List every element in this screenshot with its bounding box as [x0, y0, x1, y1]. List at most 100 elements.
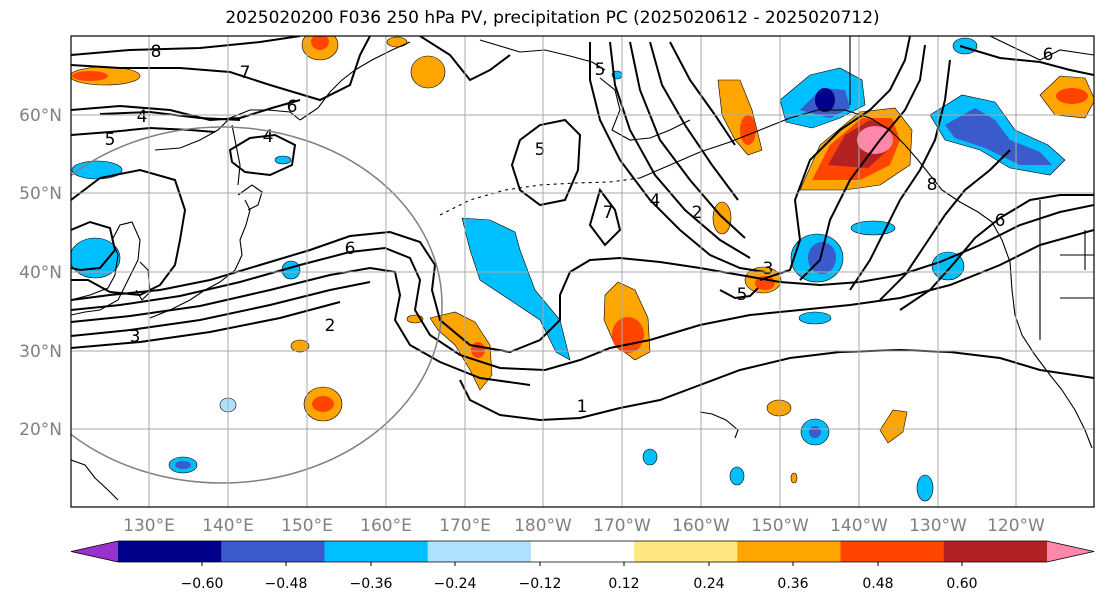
latitude-labels: 20°N 30°N 40°N 50°N 60°N	[19, 106, 62, 440]
coast-sakhalin	[231, 124, 241, 186]
pv-contour	[589, 42, 766, 273]
shade-positive	[471, 342, 485, 358]
contour-label: 5	[737, 285, 748, 305]
colorbar-tick-label: 0.24	[693, 576, 724, 592]
coast-japan	[149, 199, 251, 319]
coast-east-asia-south	[71, 459, 119, 501]
contour-label: 4	[263, 127, 274, 147]
colorbar-outline	[70, 540, 1095, 563]
coast-chukotka	[479, 39, 606, 71]
pv-contour	[419, 36, 511, 82]
lon-label: 170°W	[593, 516, 651, 536]
lon-label: 160°W	[672, 516, 730, 536]
shade-positive	[790, 472, 798, 484]
colorbar-tick-label: −0.36	[350, 576, 393, 592]
colorbar-segment	[737, 541, 842, 562]
colorbar-segment	[427, 541, 532, 562]
colorbar-segment	[530, 541, 635, 562]
contour-label: 6	[995, 211, 1006, 231]
coast-japan-hokkaido	[237, 184, 263, 211]
pv-contour	[71, 36, 301, 56]
lat-label: 50°N	[19, 184, 62, 204]
contour-label: 2	[692, 203, 703, 223]
shade-negative	[798, 311, 832, 325]
lat-label: 20°N	[19, 420, 62, 440]
contour-label: 2	[325, 316, 336, 336]
shade-negative	[175, 461, 191, 469]
colorbar-tick-label: 0.48	[862, 576, 893, 592]
pv-contour	[71, 126, 216, 136]
pv-contours	[71, 36, 1094, 422]
coast-alaska-peninsula	[639, 129, 761, 179]
lon-label: 170°E	[439, 516, 491, 536]
pv-contour	[71, 301, 341, 349]
shade-positive	[1056, 88, 1088, 104]
coast-hawaii	[699, 411, 739, 439]
map-title: 2025020200 F036 250 hPa PV, precipitatio…	[225, 8, 880, 28]
shade-positive	[857, 126, 893, 154]
coast-canada-border	[849, 36, 1094, 105]
longitude-labels: 130°E 140°E 150°E 160°E 170°E 180°W 170°…	[123, 516, 1045, 536]
lon-label: 130°W	[909, 516, 967, 536]
colorbar-tick-label: 0.60	[946, 576, 977, 592]
pv-contour	[510, 118, 582, 207]
shade-positive	[410, 55, 446, 89]
shade-negative	[916, 474, 934, 502]
colorbar-tick-label: 0.12	[608, 576, 639, 592]
shade-positive	[72, 71, 108, 81]
pv-contour	[71, 168, 187, 297]
shade-positive	[386, 36, 408, 48]
pv-contour	[71, 36, 371, 102]
lon-label: 150°E	[281, 516, 333, 536]
coast-kamchatka	[299, 41, 411, 121]
shade-positive	[766, 399, 792, 417]
pv-contour	[228, 133, 297, 177]
lon-label: 130°E	[123, 516, 175, 536]
shade-negative	[815, 88, 835, 112]
lon-label: 160°E	[360, 516, 412, 536]
contour-labels: 8 7 6 5 4 4 6 2 3 1 5 4 2 7 3 5 5 6 8 6	[105, 42, 1054, 417]
contour-label: 3	[763, 259, 774, 279]
lat-label: 30°N	[19, 342, 62, 362]
colorbar-segment	[840, 541, 945, 562]
shade-negative	[729, 466, 745, 486]
region-circle	[71, 126, 443, 484]
contour-label: 5	[535, 140, 546, 160]
pv-contour	[649, 41, 739, 201]
colorbar-tick-label: −0.60	[181, 576, 224, 592]
pv-contour	[71, 229, 1094, 372]
colorbar-tick-label: −0.48	[265, 576, 308, 592]
coast-alaska-west	[599, 77, 691, 141]
colorbar-segment	[634, 541, 738, 562]
contour-label: 1	[577, 397, 588, 417]
shade-positive	[290, 339, 310, 353]
contour-label: 5	[105, 130, 116, 150]
lon-label: 140°W	[830, 516, 888, 536]
shade-positive	[740, 115, 756, 145]
colorbar-tick-label: −0.24	[434, 576, 477, 592]
shade-negative	[945, 108, 1052, 165]
contour-label: 5	[595, 60, 606, 80]
shade-positive	[311, 36, 329, 50]
lon-label: 180°W	[514, 516, 572, 536]
colorbar-tick-label: 0.36	[777, 576, 808, 592]
colorbar-segment	[324, 541, 429, 562]
coast-baja	[1061, 389, 1093, 449]
pv-contour	[669, 41, 736, 146]
gridlines	[71, 36, 1094, 507]
pv-contour	[899, 194, 1094, 311]
contour-label: 6	[287, 97, 298, 117]
contour-label: 4	[650, 191, 661, 211]
shade-positive	[879, 409, 908, 444]
contour-label: 7	[603, 203, 614, 223]
pv-contour	[588, 187, 622, 247]
shade-positive	[612, 317, 644, 353]
coast-aleutians	[439, 177, 641, 216]
shade-positive	[312, 396, 334, 412]
colorbar	[70, 540, 1095, 566]
colorbar-extend-min	[71, 541, 118, 562]
colorbar-segment	[943, 541, 1048, 562]
colorbar-tick-label: −0.12	[519, 576, 562, 592]
shade-negative	[71, 237, 121, 279]
